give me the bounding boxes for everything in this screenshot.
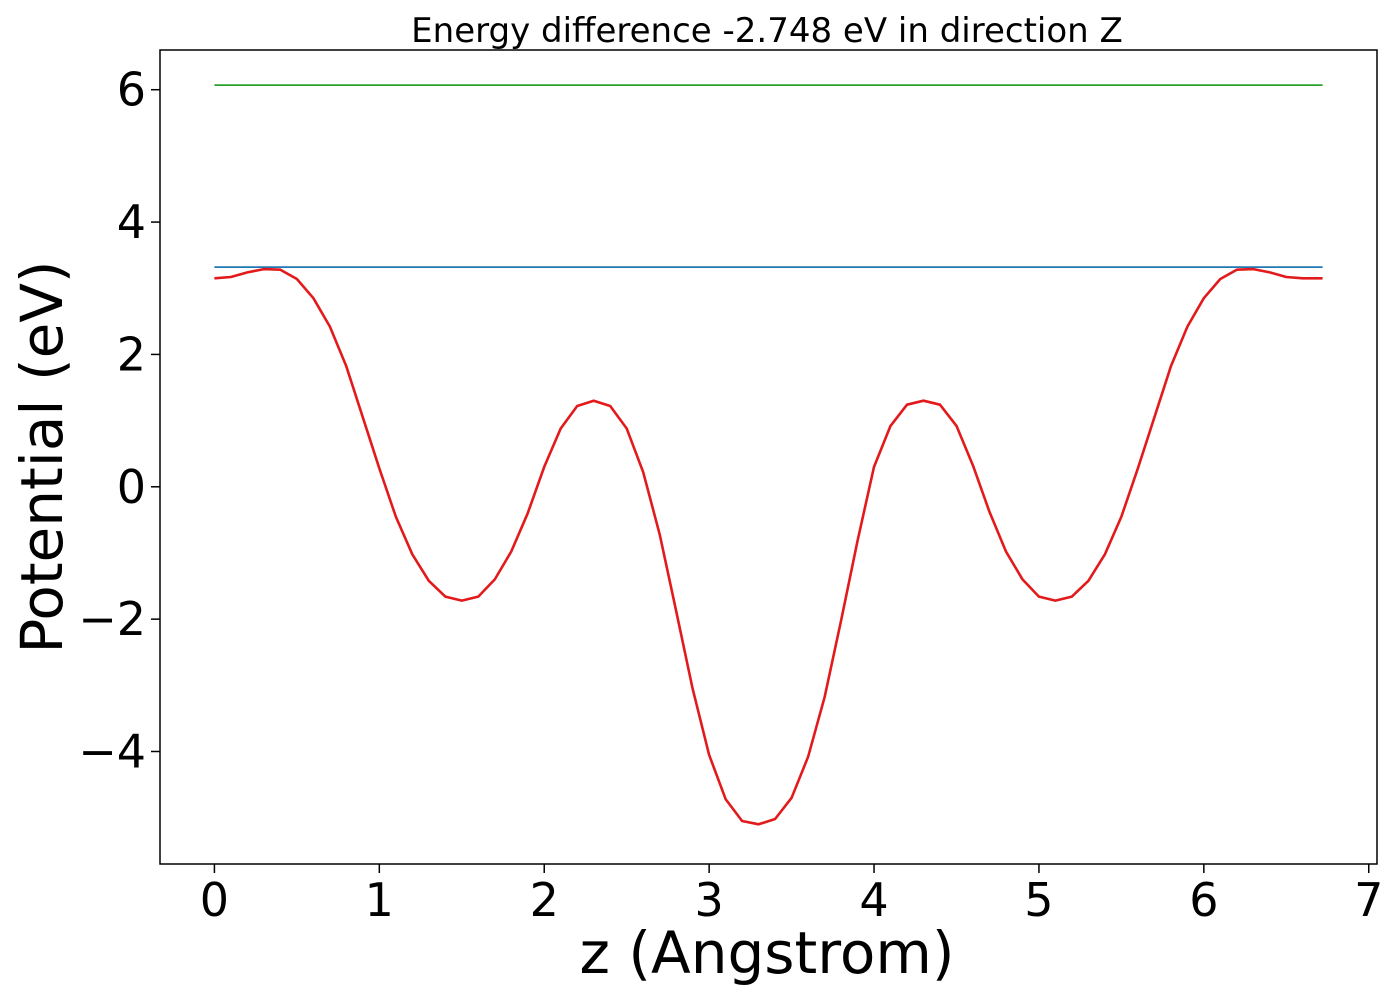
x-axis-label: z (Angstrom) xyxy=(580,919,955,987)
x-tick-label: 5 xyxy=(1024,873,1053,927)
y-tick-label: 4 xyxy=(117,195,146,249)
y-tick-label: −2 xyxy=(78,592,146,646)
x-tick-label: 6 xyxy=(1189,873,1218,927)
y-axis: −4 −2 0 2 4 6 xyxy=(78,63,160,778)
x-tick-label: 3 xyxy=(694,873,723,927)
y-tick-label: −4 xyxy=(78,724,146,778)
y-tick-label: 2 xyxy=(117,327,146,381)
y-tick-label: 0 xyxy=(117,460,146,514)
y-tick-label: 6 xyxy=(117,63,146,117)
y-axis-label: Potential (eV) xyxy=(8,260,76,653)
x-tick-label: 1 xyxy=(365,873,394,927)
x-tick-label: 2 xyxy=(530,873,559,927)
plot-frame xyxy=(159,49,1378,865)
series-layer xyxy=(214,84,1323,826)
x-tick-label: 0 xyxy=(200,873,229,927)
x-tick-label: 4 xyxy=(859,873,888,927)
chart-title: Energy difference -2.748 eV in direction… xyxy=(411,11,1123,51)
x-axis: 0 1 2 3 4 5 6 7 xyxy=(200,864,1383,927)
red-potential-line xyxy=(214,267,1323,826)
x-tick-label: 7 xyxy=(1354,873,1383,927)
